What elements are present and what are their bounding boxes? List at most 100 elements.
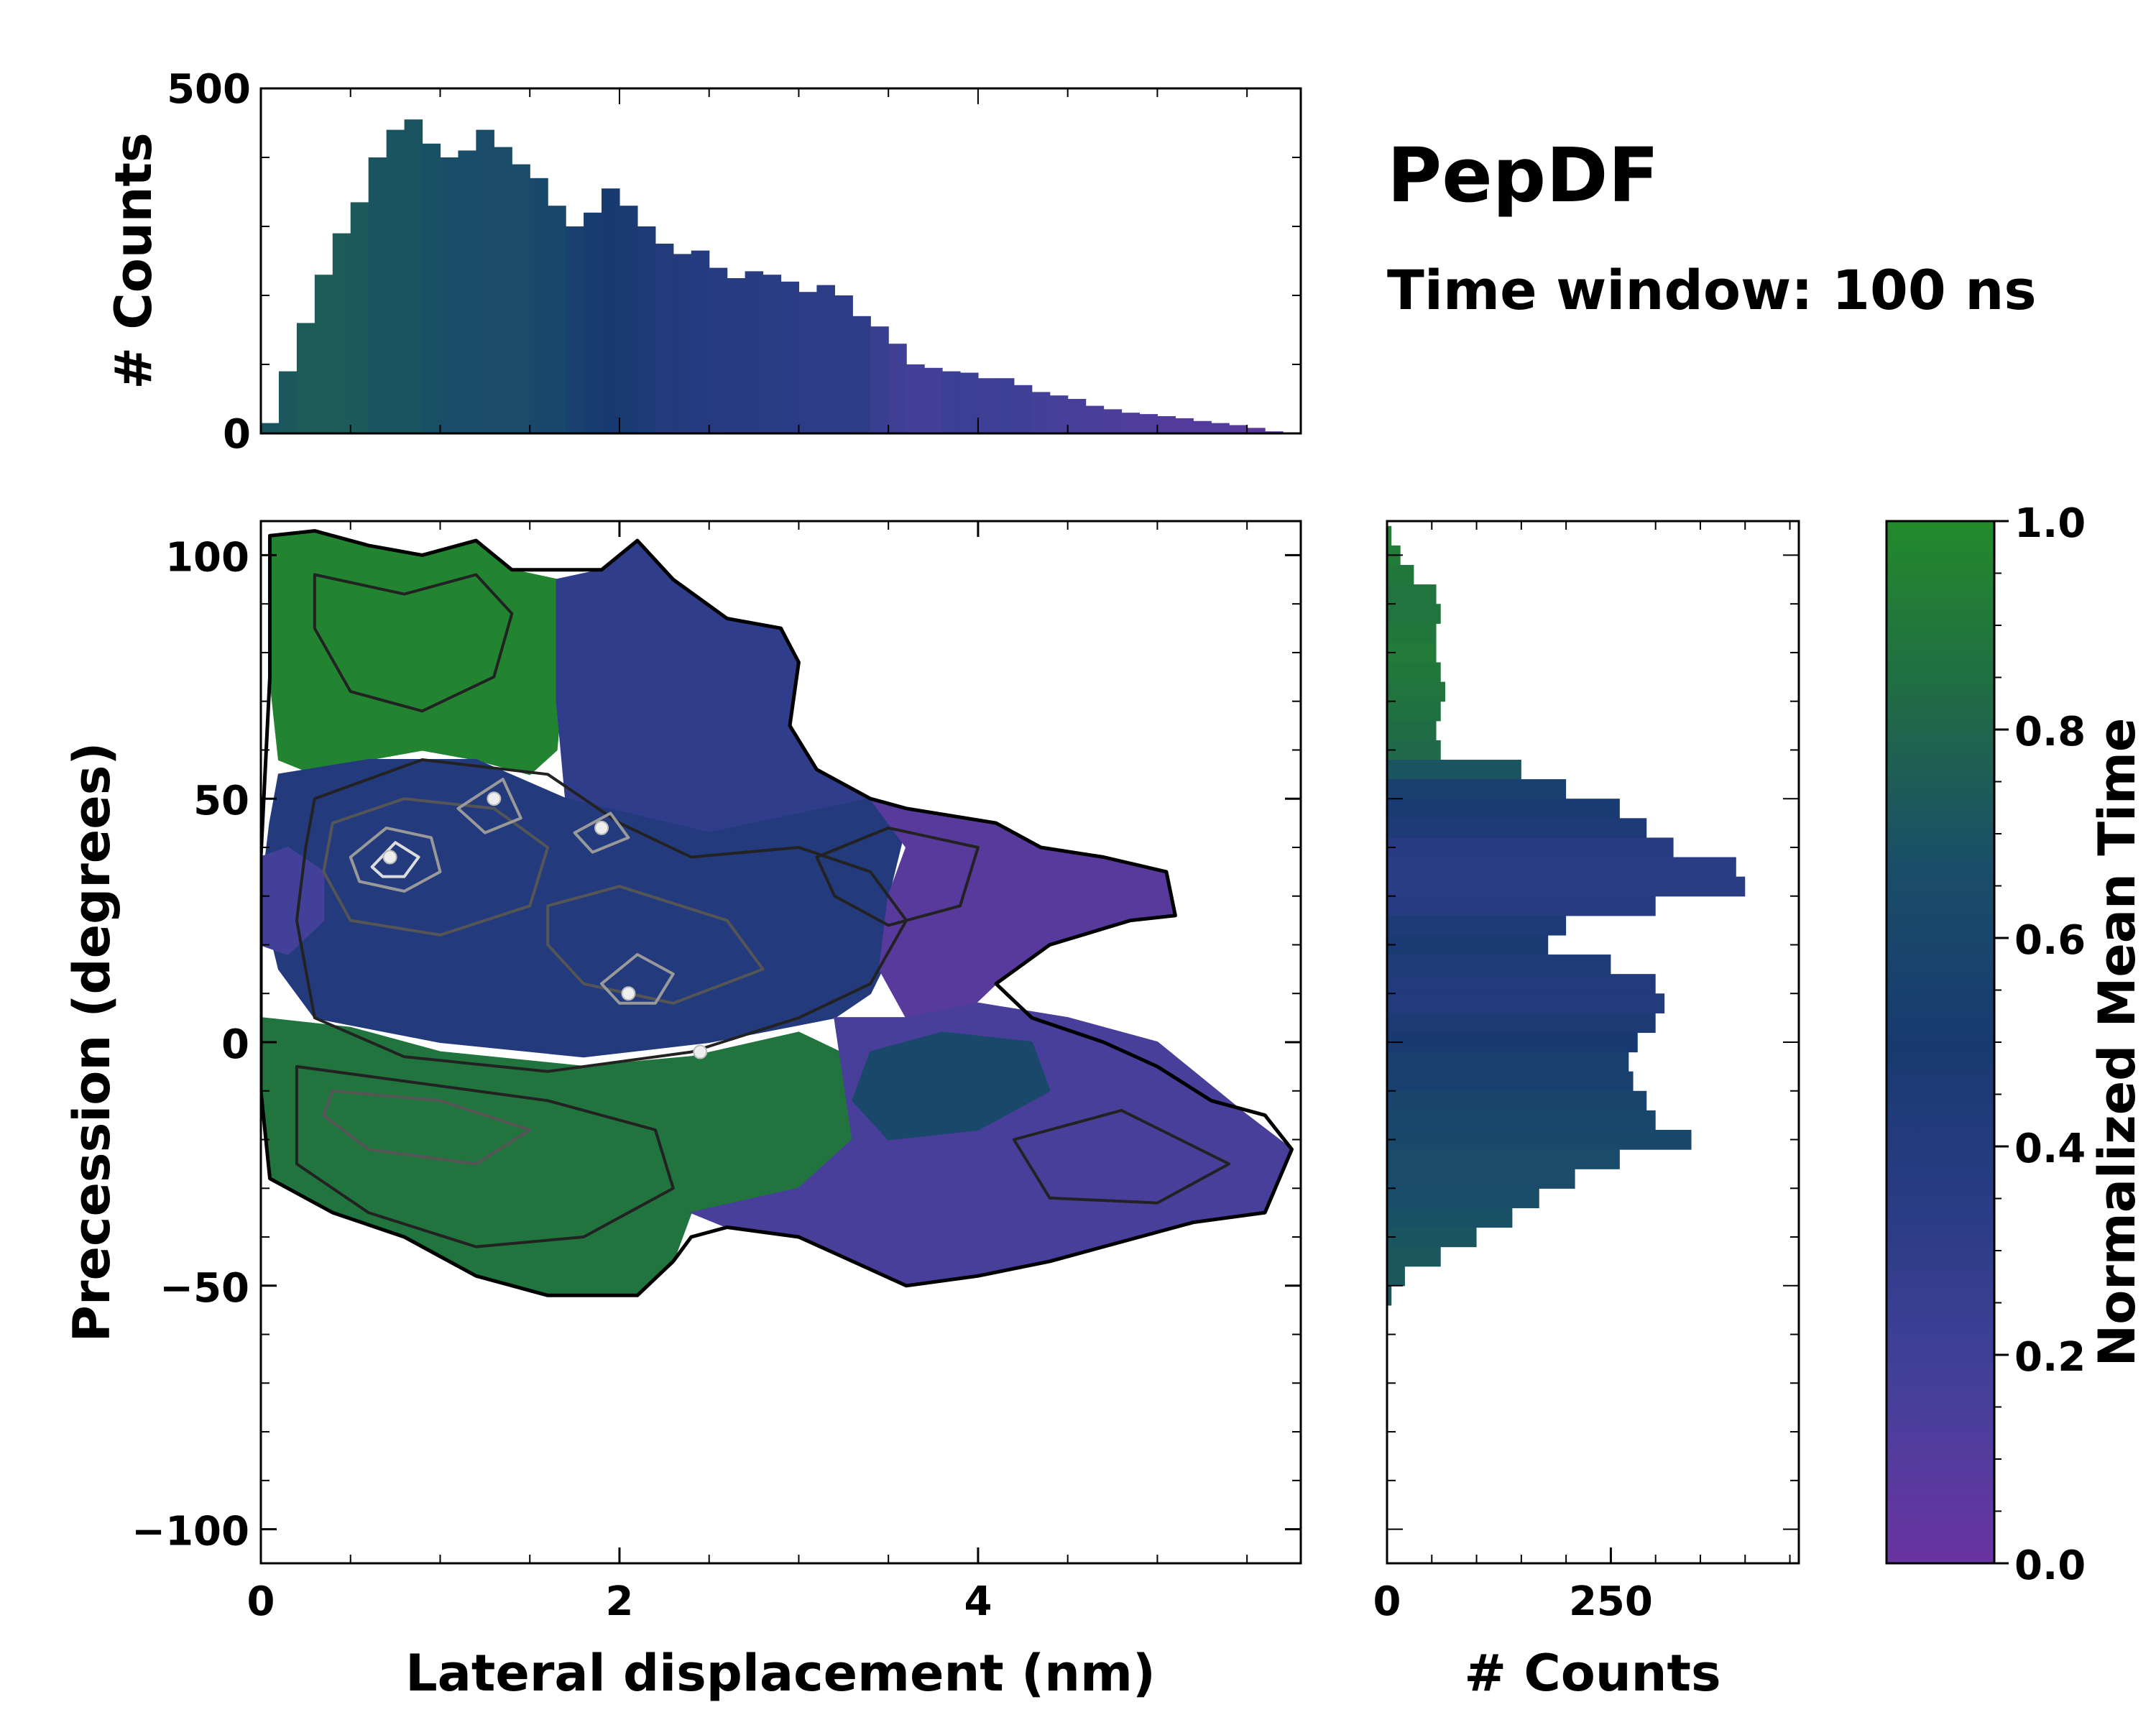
main-ytick-label: 50	[193, 778, 249, 824]
side-histogram-bar	[1387, 934, 1549, 955]
top-histogram-bar	[709, 267, 728, 433]
side-histogram-bar	[1387, 876, 1746, 897]
top-histogram-bar	[1175, 418, 1194, 433]
colorbar-tick-label: 0.2	[2014, 1334, 2086, 1381]
top-histogram-bar	[888, 344, 907, 433]
top-histogram-bar	[816, 285, 835, 433]
top-histogram-bar	[942, 371, 961, 433]
heatmap-region-mid-teal	[852, 1031, 1051, 1141]
side-histogram-bar	[1387, 1188, 1539, 1208]
main-xtick-label: 4	[964, 1578, 992, 1625]
top-histogram-bars	[261, 119, 1284, 434]
density-contours	[295, 573, 1231, 1248]
main-ytick-label: −100	[132, 1509, 249, 1555]
density-contour	[1012, 1108, 1231, 1205]
top-histogram-bar	[1139, 414, 1158, 433]
heatmap-region-lower-green	[261, 1017, 872, 1297]
top-histogram-bar	[655, 244, 674, 433]
top-histogram-bar	[440, 157, 459, 433]
top-histogram-bar	[494, 147, 512, 433]
colorbar: 0.0 0.2 0.4 0.6 0.8 1.0 Normalized Mean Time	[1885, 500, 2147, 1589]
side-histogram-xlabel: # Counts	[1464, 1644, 1720, 1703]
heatmap-region-right-purple	[868, 797, 1176, 1019]
side-histogram-bar	[1387, 1227, 1477, 1248]
density-contour	[573, 811, 630, 854]
side-histogram-bar	[1387, 1090, 1647, 1111]
side-histogram-ticks: 0 250	[1373, 521, 1799, 1625]
top-histogram-bar	[834, 295, 853, 433]
top-histogram-bar	[458, 150, 476, 433]
side-histogram-bar	[1387, 818, 1647, 839]
side-histogram-bar	[1387, 1169, 1575, 1189]
top-histogram-bar	[745, 271, 764, 433]
main-xtick-label: 2	[605, 1578, 633, 1625]
side-histogram-bar	[1387, 1266, 1405, 1287]
chart-subtitle: Time window: 100 ns	[1387, 258, 2037, 322]
top-histogram-bar	[566, 226, 584, 433]
top-histogram-bar	[619, 206, 638, 433]
top-histogram-bar	[512, 164, 530, 433]
side-histogram-bar	[1387, 740, 1441, 760]
top-histogram-bar	[1247, 428, 1266, 433]
main-ylabel: Precession (degrees)	[63, 742, 121, 1343]
colorbar-tick-label: 1.0	[2014, 500, 2086, 547]
colorbar-tick-label: 0.4	[2014, 1126, 2086, 1172]
top-histogram-bar	[476, 129, 494, 433]
side-histogram-bar	[1387, 1071, 1634, 1092]
top-histogram-bar	[1067, 399, 1087, 433]
density-outline-path	[261, 529, 1294, 1297]
density-contour	[295, 1064, 675, 1248]
top-histogram-bar	[977, 378, 997, 433]
side-histogram: 0 250 # Counts	[1373, 520, 1800, 1703]
top-histogram: 0 500 # Counts	[104, 66, 1302, 458]
side-histogram-bar	[1387, 915, 1567, 936]
density-peak	[382, 850, 397, 865]
main-xtick-label: 0	[247, 1578, 275, 1625]
colorbar-ticks: 0.0 0.2 0.4 0.6 0.8 1.0	[1994, 500, 2086, 1589]
top-ytick-label: 0	[223, 411, 251, 458]
heatmap-region-upper-green	[269, 530, 567, 776]
top-histogram-bar	[780, 281, 800, 433]
side-histogram-bar	[1387, 760, 1521, 780]
top-histogram-bar	[959, 372, 979, 433]
side-histogram-bar	[1387, 1285, 1392, 1306]
top-histogram-bar	[314, 275, 333, 433]
side-xtick-label: 0	[1373, 1578, 1401, 1625]
top-histogram-bar	[763, 275, 782, 433]
side-histogram-bar	[1387, 1032, 1638, 1053]
top-histogram-bar	[1085, 405, 1105, 433]
side-histogram-bar	[1387, 779, 1567, 799]
side-histogram-bar	[1387, 720, 1437, 741]
top-histogram-bar	[404, 119, 423, 433]
side-histogram-bar	[1387, 1052, 1629, 1072]
top-histogram-bar	[995, 378, 1015, 433]
side-histogram-bar	[1387, 857, 1736, 878]
density-peak	[594, 820, 609, 835]
main-ticks: 0 2 4 100 50 0 −50 −100	[132, 521, 1301, 1625]
side-histogram-bar	[1387, 1129, 1692, 1150]
side-histogram-bar	[1387, 1110, 1656, 1131]
top-histogram-bar	[1157, 416, 1176, 433]
side-histogram-bar	[1387, 525, 1392, 546]
top-histogram-bar	[906, 364, 925, 433]
top-histogram-bar	[261, 423, 280, 433]
chart-title: PepDF	[1387, 132, 1659, 219]
heatmap-region-center-blue	[261, 759, 908, 1058]
top-histogram-bar	[1211, 423, 1230, 433]
top-histogram-bar	[278, 371, 298, 433]
top-histogram-bar	[422, 143, 441, 434]
top-histogram-bar	[584, 212, 602, 433]
top-histogram-bar	[673, 254, 692, 433]
top-ytick-label: 500	[167, 66, 251, 113]
colorbar-tick-label: 0.8	[2014, 709, 2086, 755]
density-contour	[370, 841, 420, 878]
top-histogram-bar	[296, 323, 315, 433]
main-xlabel: Lateral displacement (nm)	[405, 1644, 1156, 1703]
top-histogram-bar	[386, 129, 405, 433]
density-contour	[600, 953, 675, 1005]
top-histogram-bar	[1103, 409, 1123, 433]
top-histogram-frame	[259, 87, 1302, 435]
side-histogram-bar	[1387, 604, 1441, 624]
density-peak	[487, 791, 502, 806]
